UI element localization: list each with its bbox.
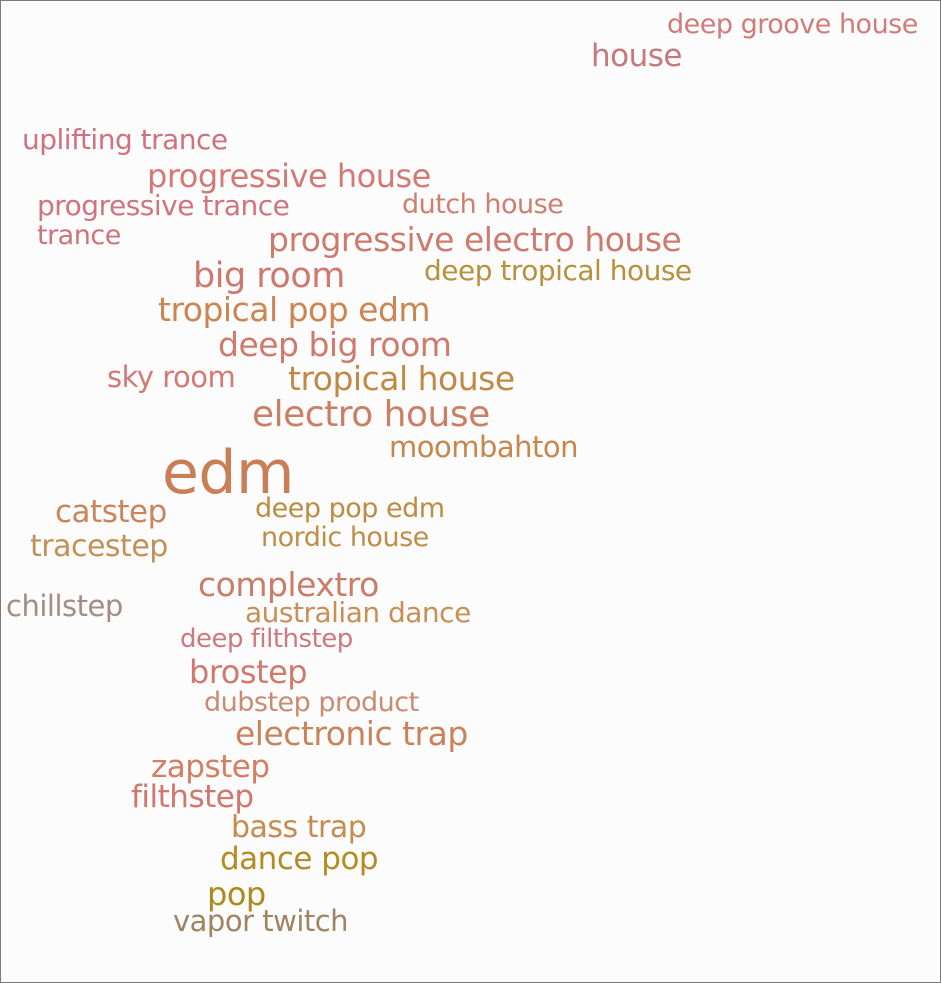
word-australian-dance: australian dance — [245, 596, 471, 629]
word-dance-pop: dance pop — [220, 841, 379, 877]
word-electro-house: electro house — [252, 394, 490, 435]
word-deep-pop-edm: deep pop edm — [255, 493, 445, 524]
word-house: house — [591, 38, 682, 74]
word-electronic-trap: electronic trap — [235, 714, 468, 753]
word-tropical-house: tropical house — [288, 359, 515, 398]
word-edm: edm — [162, 438, 294, 508]
word-uplifting-trance: uplifting trance — [22, 123, 228, 156]
word-moombahton: moombahton — [389, 430, 579, 464]
word-bass-trap: bass trap — [231, 810, 367, 845]
word-vapor-twitch: vapor twitch — [173, 904, 349, 938]
word-tropical-pop-edm: tropical pop edm — [158, 290, 431, 329]
word-catstep: catstep — [55, 494, 167, 530]
word-dubstep-product: dubstep product — [204, 687, 419, 718]
word-progressive-house: progressive house — [147, 157, 431, 195]
word-complextro: complextro — [198, 565, 379, 604]
word-dutch-house: dutch house — [402, 189, 564, 220]
word-brostep: brostep — [189, 653, 308, 691]
word-trance: trance — [37, 220, 121, 251]
word-deep-groove-house: deep groove house — [667, 9, 918, 40]
word-big-room: big room — [193, 256, 345, 296]
word-progressive-electro-house: progressive electro house — [268, 220, 682, 259]
word-chillstep: chillstep — [6, 589, 123, 623]
word-deep-filthstep: deep filthstep — [180, 624, 353, 654]
word-deep-tropical-house: deep tropical house — [424, 254, 692, 287]
word-deep-big-room: deep big room — [218, 325, 452, 364]
word-zapstep: zapstep — [151, 749, 270, 785]
word-sky-room: sky room — [107, 360, 236, 394]
word-pop: pop — [207, 875, 266, 913]
word-progressive-trance: progressive trance — [37, 189, 290, 222]
word-tracestep: tracestep — [30, 529, 168, 564]
word-filthstep: filthstep — [131, 779, 254, 815]
word-nordic-house: nordic house — [261, 522, 429, 553]
